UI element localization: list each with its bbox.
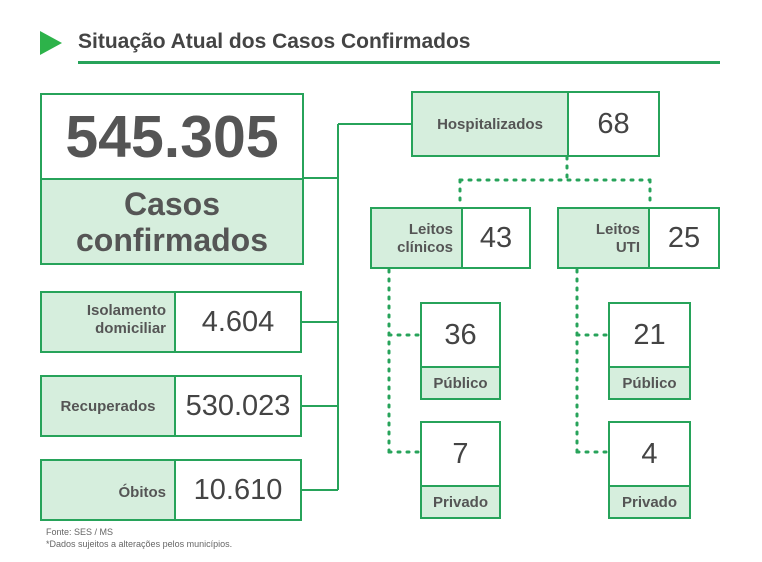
hospitalizados-label: Hospitalizados xyxy=(411,91,569,157)
leitos-clinicos-label-line1: Leitos xyxy=(408,221,453,238)
leitos-clinicos-value: 43 xyxy=(461,207,531,269)
clinicos-privado-label: Privado xyxy=(420,485,501,519)
isolamento-label-line2: domiciliar xyxy=(95,320,166,337)
confirmed-value: 545.305 xyxy=(40,93,304,180)
clinicos-publico-label: Público xyxy=(420,366,501,400)
leitos-uti-label-line1: Leitos xyxy=(595,221,640,238)
recuperados-label: Recuperados xyxy=(40,375,176,437)
clinicos-privado-value: 7 xyxy=(420,421,501,487)
isolamento-value: 4.604 xyxy=(174,291,302,353)
isolamento-label: Isolamento domiciliar xyxy=(40,291,176,353)
uti-privado-value: 4 xyxy=(608,421,691,487)
leitos-clinicos-label-line2: clínicos xyxy=(397,239,453,256)
obitos-value: 10.610 xyxy=(174,459,302,521)
footnote-source: Fonte: SES / MS xyxy=(46,527,114,537)
recuperados-value: 530.023 xyxy=(174,375,302,437)
page-title: Situação Atual dos Casos Confirmados xyxy=(78,30,471,53)
title-underline xyxy=(78,61,720,64)
leitos-uti-label-line2: UTI xyxy=(615,239,640,256)
confirmed-label-line1: Casos xyxy=(123,185,221,222)
obitos-label: Óbitos xyxy=(40,459,176,521)
leitos-uti-value: 25 xyxy=(648,207,720,269)
play-arrow-icon xyxy=(40,31,62,55)
leitos-clinicos-label: Leitos clínicos xyxy=(370,207,463,269)
uti-privado-label: Privado xyxy=(608,485,691,519)
clinicos-publico-value: 36 xyxy=(420,302,501,368)
footnote-note: *Dados sujeitos a alterações pelos munic… xyxy=(46,539,233,549)
uti-publico-value: 21 xyxy=(608,302,691,368)
confirmed-label-line2: confirmados xyxy=(75,221,269,258)
hospitalizados-value: 68 xyxy=(567,91,660,157)
isolamento-label-line1: Isolamento xyxy=(86,302,166,319)
uti-publico-label: Público xyxy=(608,366,691,400)
leitos-uti-label: Leitos UTI xyxy=(557,207,650,269)
confirmed-label: Casos confirmados xyxy=(40,178,304,265)
